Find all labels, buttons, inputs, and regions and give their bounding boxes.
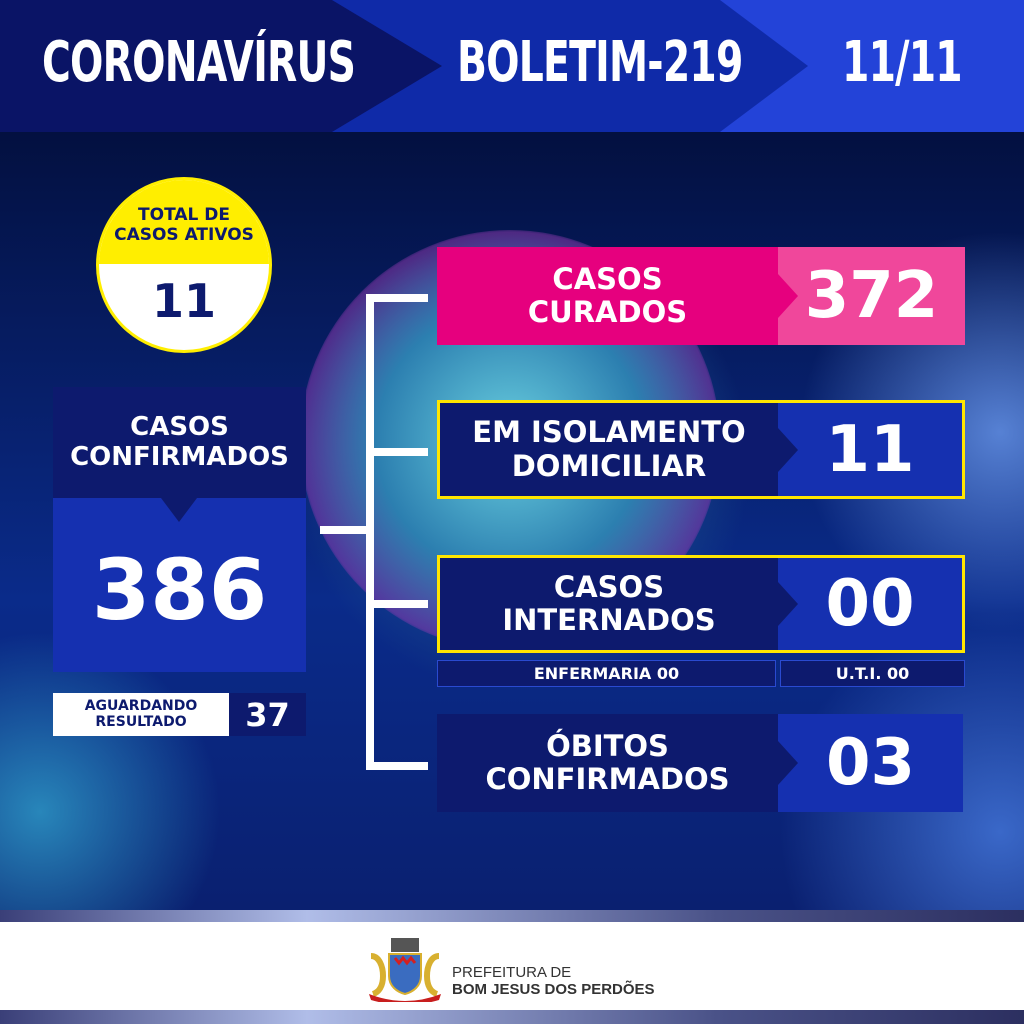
ward-count: ENFERMARIA 00: [437, 660, 776, 687]
footer: PREFEITURA DE BOM JESUS DOS PERDÕES: [0, 922, 1024, 1010]
bracket-tick: [366, 762, 428, 770]
footer-divider: [0, 1010, 1024, 1024]
bracket-tick: [366, 448, 428, 456]
cured-panel: CASOS CURADOS 372: [437, 247, 965, 345]
cured-label: CASOS: [552, 261, 663, 296]
hospitalized-breakdown: ENFERMARIA 00 U.T.I. 00: [437, 660, 965, 687]
confirmed-label: CASOS: [130, 411, 229, 442]
confirmed-value: 386: [91, 541, 268, 639]
deaths-panel: ÓBITOS CONFIRMADOS 03: [437, 714, 963, 812]
footer-line2: BOM JESUS DOS PERDÕES: [452, 981, 655, 998]
home-isolation-label: DOMICILIAR: [511, 448, 707, 483]
header: CORONAVÍRUS BOLETIM-219 11/11: [0, 0, 1024, 132]
awaiting-label: AGUARDANDO: [84, 698, 198, 715]
cured-value: 372: [804, 259, 939, 333]
home-isolation-label: EM ISOLAMENTO: [472, 415, 746, 450]
active-cases-badge: TOTAL DE CASOS ATIVOS 11: [96, 177, 272, 353]
awaiting-value: 37: [229, 693, 306, 736]
bracket-line: [366, 294, 374, 770]
home-isolation-value: 11: [825, 412, 915, 487]
deaths-label: CONFIRMADOS: [485, 762, 730, 796]
confirmed-label-box: CASOS CONFIRMADOS: [53, 387, 306, 498]
hospitalized-label: INTERNADOS: [502, 603, 716, 637]
active-cases-label: CASOS ATIVOS: [114, 224, 254, 245]
awaiting-results: AGUARDANDO RESULTADO 37: [53, 693, 306, 736]
header-title: CORONAVÍRUS: [42, 30, 356, 95]
cured-label: CURADOS: [527, 295, 688, 329]
bulletin-date: 11/11: [842, 30, 963, 95]
bracket-tick: [366, 294, 428, 302]
home-isolation-panel: EM ISOLAMENTO DOMICILIAR 11: [437, 400, 965, 499]
active-cases-label: TOTAL DE: [138, 205, 230, 225]
deaths-value: 03: [825, 726, 916, 800]
hospitalized-label: CASOS: [553, 569, 665, 604]
bracket-tick: [366, 600, 428, 608]
active-cases-value: 11: [151, 274, 216, 328]
coat-of-arms-logo: [369, 938, 441, 1002]
awaiting-label: RESULTADO: [95, 713, 187, 730]
footer-divider: [0, 910, 1024, 922]
icu-count: U.T.I. 00: [780, 660, 965, 687]
confirmed-value-box: 386: [53, 498, 306, 672]
footer-line1: PREFEITURA DE: [452, 964, 572, 981]
confirmed-label: CONFIRMADOS: [70, 441, 289, 472]
hospitalized-value: 00: [825, 567, 915, 641]
bracket-tick: [320, 526, 370, 534]
hospitalized-panel: CASOS INTERNADOS 00: [437, 555, 965, 653]
bulletin-number: BOLETIM-219: [457, 30, 743, 95]
deaths-label: ÓBITOS: [546, 728, 669, 763]
